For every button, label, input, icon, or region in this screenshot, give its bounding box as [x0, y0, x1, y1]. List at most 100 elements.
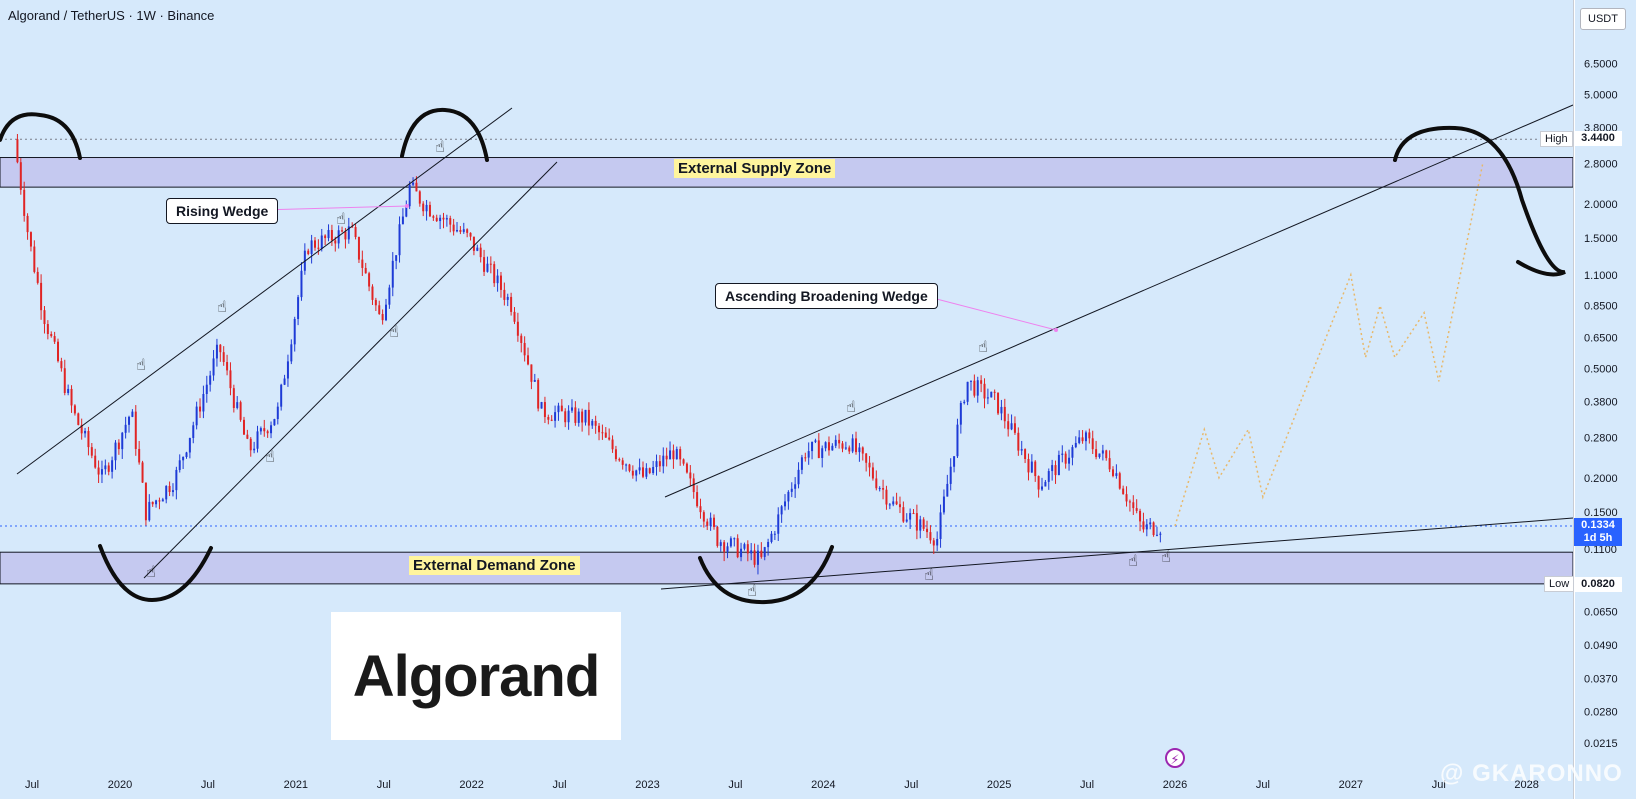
candle-body [53, 336, 56, 342]
symbol-header[interactable]: Algorand / TetherUS · 1W · Binance [8, 8, 215, 23]
broadening-wedge-anchor [1054, 328, 1058, 332]
candle-body [94, 455, 97, 468]
time-tick-label: Jul [377, 779, 391, 791]
candle-body [807, 451, 810, 458]
price-tick-label: 1.1000 [1584, 270, 1618, 282]
candle-body [679, 449, 682, 460]
candle-body [844, 447, 847, 449]
candle-body [479, 247, 482, 258]
candle-body [50, 334, 53, 337]
candle-body [1112, 469, 1115, 476]
candle-body [1101, 450, 1104, 454]
candle-body [767, 541, 770, 548]
candle-body [337, 230, 340, 244]
candle-body [709, 517, 712, 526]
candle-body [942, 496, 945, 513]
logo-text: Algorand [352, 643, 601, 709]
rising-wedge-callout[interactable]: Rising Wedge [166, 198, 279, 224]
candle-body [618, 459, 621, 461]
candle-body [141, 462, 144, 483]
demand-zone-band [0, 551, 1574, 585]
price-axis-background [1573, 0, 1575, 799]
rising-wedge-lower-line [143, 161, 558, 579]
candle-body [574, 407, 577, 423]
candle-body [442, 217, 445, 220]
candle-body [652, 467, 655, 473]
candle-body [936, 538, 939, 546]
candle-body [1054, 465, 1057, 476]
candle-body [648, 468, 651, 473]
candle-body [567, 410, 570, 423]
candle-body [347, 226, 350, 240]
candle-body [385, 304, 388, 321]
ascending-broadening-wedge-callout[interactable]: Ascending Broadening Wedge [715, 283, 938, 309]
pivot-high-marker: ☝ [435, 137, 445, 156]
candle-body [895, 501, 898, 505]
price-tick-label: 0.1100 [1584, 544, 1617, 556]
candle-body [804, 457, 807, 459]
price-axis: 6.50005.00003.80002.80002.00001.50001.10… [1584, 59, 1618, 751]
candle-body [591, 420, 594, 426]
pivot-low-marker: ☝ [924, 565, 934, 584]
candle-body [530, 364, 533, 382]
candle-body [297, 297, 300, 319]
candle-body [124, 424, 127, 433]
candle-body [784, 501, 787, 507]
candle-body [259, 428, 262, 432]
candle-body [324, 235, 327, 239]
candle-body [689, 472, 692, 479]
candle-body [713, 517, 716, 527]
candle-body [817, 440, 820, 459]
price-tick-label: 0.0650 [1584, 607, 1618, 619]
time-tick-label: Jul [1256, 779, 1270, 791]
candle-body [1024, 449, 1027, 459]
pivot-markers-layer: ☝ ☝ ☝ ☝ ☝ ☝ ☝ ☝ ☝ ☝ ☝ ☝ ☝ [136, 137, 1171, 600]
candle-body [641, 467, 644, 477]
candle-body [43, 310, 46, 325]
candle-body [621, 460, 624, 465]
candle-body [253, 448, 256, 451]
candle-body [1061, 453, 1064, 455]
candle-body [587, 409, 590, 426]
candle-body [726, 546, 729, 552]
candle-body [246, 434, 249, 439]
candle-body [104, 465, 107, 470]
candle-body [23, 189, 26, 216]
top-arc-rising-wedge [400, 107, 489, 162]
candle-body [959, 403, 962, 425]
candle-body [229, 370, 232, 389]
candle-body [1139, 510, 1142, 522]
candle-body [368, 273, 371, 287]
currency-button[interactable]: USDT [1580, 8, 1626, 30]
candle-body [740, 548, 743, 558]
candle-body [46, 324, 49, 335]
candle-body [834, 439, 837, 446]
time-tick-label: 2025 [987, 779, 1011, 791]
candle-body [625, 464, 628, 466]
candle-body [865, 453, 868, 463]
candle-body [1159, 533, 1162, 535]
candle-body [280, 384, 283, 407]
candle-body [736, 538, 739, 558]
pivot-low-marker: ☝ [1128, 551, 1138, 570]
candle-body [665, 455, 668, 460]
candle-body [80, 424, 83, 434]
time-tick-label: 2026 [1163, 779, 1187, 791]
candle-body [161, 499, 164, 502]
candle-body [398, 224, 401, 256]
candle-body [770, 533, 773, 542]
lightning-icon[interactable]: ⚡ [1165, 748, 1185, 768]
candle-body [192, 425, 195, 438]
candle-body [658, 461, 661, 467]
candle-body [1068, 457, 1071, 464]
candle-body [773, 533, 776, 535]
candle-body [554, 412, 557, 421]
candle-body [425, 204, 428, 212]
supply-zone-label: External Supply Zone [674, 159, 836, 178]
candle-body [456, 229, 459, 232]
candle-body [1105, 450, 1108, 459]
candle-body [1091, 438, 1094, 450]
candle-body [780, 506, 783, 515]
candle-body [371, 286, 374, 300]
